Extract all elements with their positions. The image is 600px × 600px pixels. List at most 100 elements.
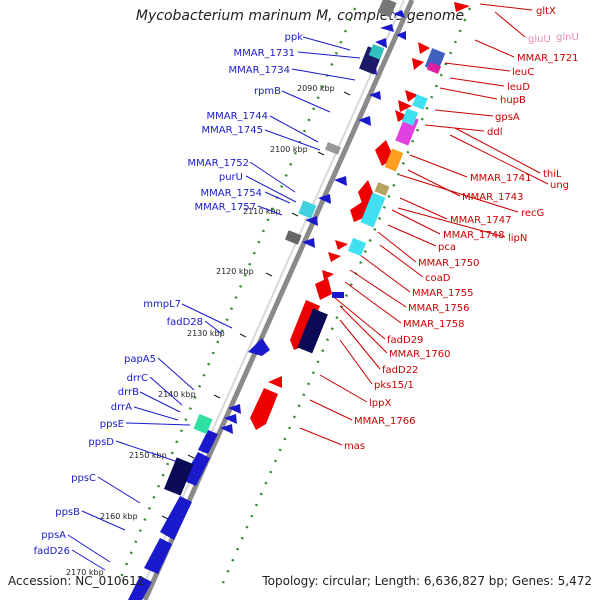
backbone-outer bbox=[142, 0, 415, 600]
gene-box bbox=[163, 457, 194, 496]
gene-arrow bbox=[412, 58, 424, 70]
gene-label: lipN bbox=[508, 233, 527, 244]
gene-label: leuC bbox=[512, 67, 534, 78]
gene-label: MMAR_1744 bbox=[207, 111, 269, 122]
gene-label: MMAR_1755 bbox=[412, 288, 474, 299]
gene-arrow bbox=[369, 91, 381, 100]
gene-arrow bbox=[248, 338, 270, 356]
gene-box bbox=[412, 94, 428, 110]
gene-arrow bbox=[220, 424, 233, 434]
gene-label: pks15/1 bbox=[374, 380, 414, 391]
gene-label: leuD bbox=[507, 82, 530, 93]
gene-label: hupB bbox=[500, 95, 526, 106]
gene-labels-right: gltX gluU glnU MMAR_1721 leuC leuD hupB … bbox=[344, 6, 579, 452]
gene-label: gluU bbox=[528, 34, 551, 45]
gene-label: pca bbox=[438, 242, 456, 253]
gene-arrow bbox=[395, 110, 408, 122]
gene-arrow bbox=[128, 576, 152, 600]
gene-label: drrA bbox=[111, 402, 132, 413]
gene-label: gpsA bbox=[495, 112, 520, 123]
tick-label: 2150 kbp bbox=[129, 451, 167, 460]
gene-label: MMAR_1743 bbox=[462, 192, 524, 203]
gene-label: MMAR_1721 bbox=[517, 53, 579, 64]
gene-label: MMAR_1760 bbox=[389, 349, 451, 360]
gene-label: MMAR_1745 bbox=[202, 125, 264, 136]
gene-label: coaD bbox=[425, 273, 451, 284]
accession-label: Accession: NC_010612 bbox=[8, 574, 145, 588]
gene-label: recG bbox=[521, 208, 544, 219]
gene-label: fadD28 bbox=[167, 317, 203, 328]
gene-arrow bbox=[358, 116, 371, 126]
gene-label: MMAR_1754 bbox=[201, 188, 263, 199]
gene-arrow bbox=[393, 10, 405, 18]
gene-box bbox=[193, 413, 213, 435]
gene-label: mas bbox=[344, 441, 365, 452]
gene-arrow bbox=[322, 270, 334, 280]
tick-label: 2130 kbp bbox=[187, 329, 225, 338]
gene-arrow bbox=[182, 452, 210, 486]
gene-label: MMAR_1766 bbox=[354, 416, 416, 427]
gene-label: fadD22 bbox=[382, 365, 418, 376]
gene-arrow bbox=[398, 100, 412, 112]
gene-arrow bbox=[305, 216, 318, 226]
gene-box bbox=[347, 237, 367, 257]
gene-label: MMAR_1734 bbox=[229, 65, 291, 76]
tick-label: 2100 kbp bbox=[270, 145, 308, 154]
gene-label: ppsC bbox=[71, 473, 96, 484]
gene-label: MMAR_1752 bbox=[188, 158, 250, 169]
gene-arrow bbox=[315, 278, 332, 300]
gene-arrow bbox=[335, 240, 348, 250]
reverse-genes bbox=[250, 2, 470, 430]
tick-label: 2090 kbp bbox=[297, 84, 335, 93]
gene-arrow bbox=[328, 252, 341, 262]
gene-label: ung bbox=[550, 180, 569, 191]
gene-arrow bbox=[454, 2, 470, 12]
gene-label: ddl bbox=[487, 127, 502, 138]
gene-arrow bbox=[302, 238, 315, 248]
gene-label: MMAR_1757 bbox=[195, 202, 257, 213]
gene-label: rpmB bbox=[254, 86, 281, 97]
gene-label: ppsA bbox=[41, 530, 66, 541]
gene-label: MMAR_1748 bbox=[443, 230, 505, 241]
gene-arrow bbox=[418, 42, 430, 54]
gene-label: MMAR_1741 bbox=[470, 173, 532, 184]
gene-arrow bbox=[380, 24, 394, 32]
gene-arrow bbox=[334, 176, 347, 186]
gene-label: ppsB bbox=[55, 507, 80, 518]
gene-arrow bbox=[405, 90, 418, 102]
gene-label: mmpL7 bbox=[143, 299, 181, 310]
gene-label: MMAR_1750 bbox=[418, 258, 480, 269]
gene-box bbox=[374, 182, 390, 196]
gene-arrow bbox=[375, 38, 387, 48]
gene-box bbox=[426, 62, 442, 74]
gene-box bbox=[297, 308, 328, 354]
forward-genes bbox=[128, 0, 406, 600]
gene-label: ppsE bbox=[100, 419, 124, 430]
gene-label: MMAR_1731 bbox=[234, 48, 296, 59]
tick-label: 2160 kbp bbox=[100, 512, 138, 521]
gene-label: ppk bbox=[285, 32, 304, 43]
tick-labels: 2090 kbp 2100 kbp 2110 kbp 2120 kbp 2130… bbox=[66, 84, 335, 577]
gene-arrow bbox=[198, 430, 218, 454]
tick-label: 2110 kbp bbox=[243, 207, 281, 216]
leader-lines-right bbox=[299, 3, 549, 446]
gene-labels-left: ppk MMAR_1731 MMAR_1734 rpmB MMAR_1744 M… bbox=[34, 32, 304, 557]
gene-box bbox=[401, 108, 419, 126]
gene-box bbox=[384, 148, 404, 172]
gene-arrow bbox=[250, 388, 278, 430]
tick-label: 2170 kbp bbox=[66, 568, 104, 577]
gene-arrow bbox=[160, 496, 192, 540]
gene-label: MMAR_1747 bbox=[450, 215, 512, 226]
gene-box bbox=[332, 292, 344, 298]
genome-summary: Topology: circular; Length: 6,636,827 bp… bbox=[262, 574, 592, 588]
gene-box bbox=[298, 200, 317, 219]
gene-arrow bbox=[228, 404, 241, 414]
gene-label: purU bbox=[219, 172, 243, 183]
tick-label: 2140 kbp bbox=[158, 390, 196, 399]
gene-label: papA5 bbox=[124, 354, 156, 365]
gene-arrow bbox=[224, 414, 237, 424]
gene-label: fadD26 bbox=[34, 546, 70, 557]
gene-label: lppX bbox=[369, 398, 391, 409]
gene-arrow bbox=[268, 376, 282, 388]
